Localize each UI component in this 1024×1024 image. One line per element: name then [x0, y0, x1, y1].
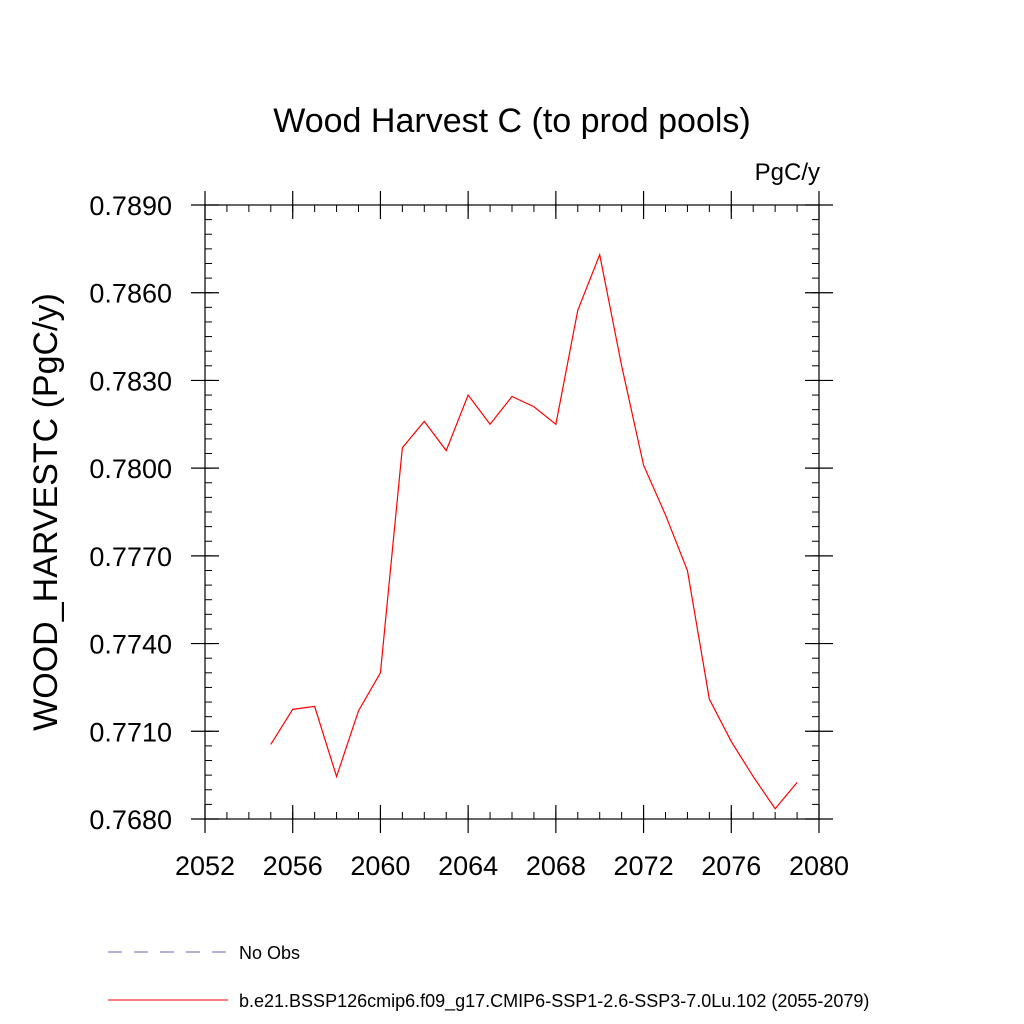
x-tick-label: 2068 — [526, 851, 586, 881]
x-tick-label: 2072 — [614, 851, 674, 881]
y-tick-label: 0.7770 — [89, 542, 172, 572]
plot-area — [270, 252, 798, 810]
y-tick-label: 0.7830 — [89, 366, 172, 396]
x-tick-label: 2060 — [350, 851, 410, 881]
y-tick-label: 0.7890 — [89, 191, 172, 221]
chart-title: Wood Harvest C (to prod pools) — [273, 102, 750, 140]
y-tick-label: 0.7710 — [89, 717, 172, 747]
legend-label: b.e21.BSSP126cmip6.f09_g17.CMIP6-SSP1-2.… — [239, 991, 869, 1012]
x-tick-label: 2056 — [263, 851, 323, 881]
y-tick-label: 0.7860 — [89, 279, 172, 309]
x-tick-label: 2076 — [701, 851, 761, 881]
legend-label: No Obs — [239, 943, 300, 963]
x-tick-label: 2052 — [175, 851, 235, 881]
y-tick-label: 0.7800 — [89, 454, 172, 484]
y-axis-label: WOOD_HARVESTC (PgC/y) — [27, 293, 65, 731]
y-tick-label: 0.7680 — [89, 805, 172, 835]
axis-ticks: 2052 2056 2060 2064 2068 2072 2076 2080 0.7680 0.… — [89, 191, 849, 881]
x-tick-label: 2064 — [438, 851, 498, 881]
y-tick-label: 0.7740 — [89, 630, 172, 660]
units-label: PgC/y — [755, 159, 820, 186]
series-line — [270, 252, 798, 810]
x-tick-label: 2080 — [789, 851, 849, 881]
plot-frame — [204, 204, 820, 820]
legend: No Obs b.e21.BSSP126cmip6.f09_g17.CMIP6-S… — [108, 943, 869, 1012]
